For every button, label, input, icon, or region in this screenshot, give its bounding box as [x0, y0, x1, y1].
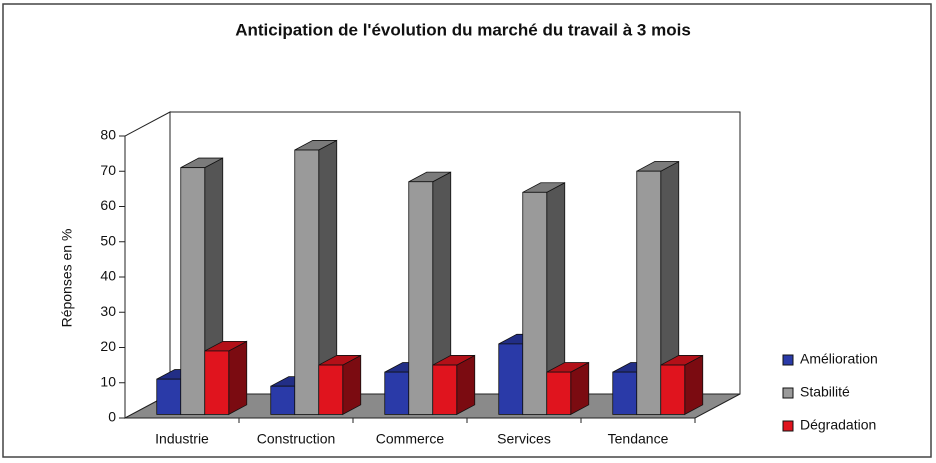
- bar-front: [432, 364, 458, 415]
- y-tick-label: 60: [100, 197, 116, 213]
- x-tick-label: Commerce: [376, 431, 445, 447]
- legend-swatch: [782, 354, 794, 366]
- x-tick-label: Construction: [257, 431, 336, 447]
- y-tick-label: 70: [100, 162, 116, 178]
- bar: [660, 354, 704, 416]
- bar-side: [342, 354, 362, 416]
- bar-front: [384, 371, 410, 415]
- legend-label: Amélioration: [800, 351, 878, 367]
- legend-label: Dégradation: [800, 417, 876, 433]
- bar: [294, 139, 338, 416]
- legend-swatch: [782, 420, 794, 432]
- bar-side: [684, 354, 704, 416]
- bar-side: [456, 354, 476, 416]
- bar-front: [522, 191, 548, 415]
- y-tick-label: 0: [108, 409, 116, 425]
- bar-front: [156, 378, 182, 415]
- bar-front: [204, 350, 230, 415]
- chart-title: Anticipation de l'évolution du marché du…: [235, 20, 691, 39]
- y-tick-label: 80: [100, 127, 116, 143]
- y-tick-label: 50: [100, 232, 116, 248]
- bar-front: [660, 364, 686, 415]
- bar-front: [612, 371, 638, 415]
- bar-side: [228, 340, 248, 416]
- bar: [636, 160, 680, 416]
- bar: [546, 361, 590, 416]
- bar-front: [636, 170, 662, 415]
- legend-swatch: [782, 387, 794, 399]
- y-tick-label: 40: [100, 268, 116, 284]
- y-tick-label: 10: [100, 373, 116, 389]
- y-tick-label: 20: [100, 338, 116, 354]
- y-tick-label: 30: [100, 303, 116, 319]
- bar-front: [546, 371, 572, 415]
- bar: [318, 354, 362, 416]
- bar-front: [318, 364, 344, 415]
- bar: [522, 182, 566, 416]
- bar-front: [408, 181, 434, 415]
- bar: [408, 171, 452, 416]
- bar-front: [294, 149, 320, 415]
- bar: [432, 354, 476, 416]
- x-tick-label: Industrie: [155, 431, 209, 447]
- bar-front: [180, 167, 206, 415]
- y-axis-label: Réponses en %: [59, 229, 75, 328]
- x-tick-label: Tendance: [608, 431, 669, 447]
- bar-front: [498, 343, 524, 415]
- bar: [204, 340, 248, 416]
- bar-front: [270, 385, 296, 415]
- side-wall: [124, 111, 171, 419]
- legend-label: Stabilité: [800, 384, 850, 400]
- x-tick-label: Services: [497, 431, 551, 447]
